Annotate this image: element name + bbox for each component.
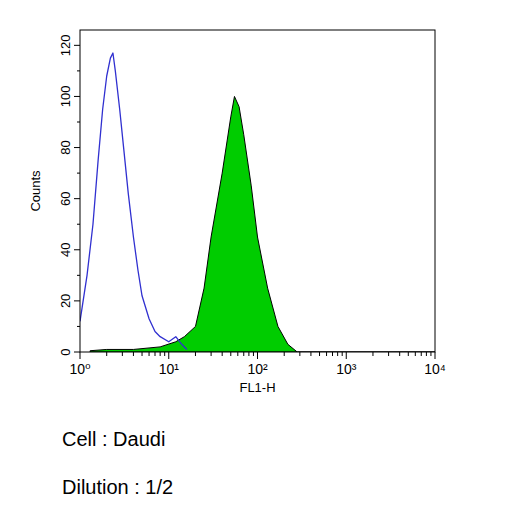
x-tick xyxy=(435,352,436,359)
y-tick-label: 80 xyxy=(58,140,73,154)
y-tick-label: 100 xyxy=(58,86,73,108)
x-minor-tick xyxy=(310,352,311,356)
y-minor-tick xyxy=(77,275,80,276)
x-minor-tick xyxy=(421,352,422,356)
x-minor-tick xyxy=(319,352,320,356)
x-tick xyxy=(257,352,258,359)
x-minor-tick xyxy=(253,352,254,356)
x-minor-tick xyxy=(222,352,223,356)
x-tick xyxy=(346,352,347,359)
x-minor-tick xyxy=(106,352,107,356)
x-minor-tick xyxy=(155,352,156,356)
y-tick xyxy=(74,249,80,250)
x-minor-tick xyxy=(243,352,244,356)
x-minor-tick xyxy=(122,352,123,356)
x-minor-tick xyxy=(408,352,409,356)
x-tick xyxy=(168,352,169,359)
x-tick xyxy=(80,352,81,359)
x-minor-tick xyxy=(388,352,389,356)
plot-frame xyxy=(80,30,435,352)
x-minor-tick xyxy=(326,352,327,356)
x-minor-tick xyxy=(426,352,427,356)
x-tick-label: 10² xyxy=(247,361,268,377)
x-minor-tick xyxy=(230,352,231,356)
x-minor-tick xyxy=(399,352,400,356)
x-minor-tick xyxy=(332,352,333,356)
x-tick-label: 10³ xyxy=(336,361,357,377)
annotation: Dilution : 1/2 xyxy=(62,476,173,498)
chart: 0 20 40 60 80 100 120 10⁰ 10¹ 10² 10³ 10⁴ FL1-H Count… xyxy=(0,0,515,515)
y-minor-tick xyxy=(77,173,80,174)
y-tick-label: 0 xyxy=(58,348,73,355)
x-minor-tick xyxy=(248,352,249,356)
x-minor-tick xyxy=(133,352,134,356)
x-axis-label: FL1-H xyxy=(239,380,275,395)
x-minor-tick xyxy=(237,352,238,356)
x-minor-tick xyxy=(160,352,161,356)
x-minor-tick xyxy=(415,352,416,356)
y-tick-label: 40 xyxy=(58,243,73,257)
x-minor-tick xyxy=(211,352,212,356)
y-axis-label: Counts xyxy=(28,170,43,212)
x-minor-tick xyxy=(284,352,285,356)
x-minor-tick xyxy=(195,352,196,356)
x-minor-tick xyxy=(337,352,338,356)
y-tick xyxy=(74,45,80,46)
y-tick xyxy=(74,198,80,199)
y-tick-label: 60 xyxy=(58,191,73,205)
y-tick xyxy=(74,96,80,97)
y-minor-tick xyxy=(77,224,80,225)
x-minor-tick xyxy=(149,352,150,356)
histogram-line xyxy=(80,53,187,349)
x-minor-tick xyxy=(342,352,343,356)
y-tick-label: 120 xyxy=(58,34,73,56)
y-minor-tick xyxy=(77,122,80,123)
x-minor-tick xyxy=(372,352,373,356)
x-minor-tick xyxy=(430,352,431,356)
histogram-area xyxy=(90,96,435,352)
x-minor-tick xyxy=(299,352,300,356)
plot-marks xyxy=(80,53,435,352)
annotation: Cell : Daudi xyxy=(62,428,165,450)
y-tick xyxy=(74,352,80,353)
x-tick-label: 10⁴ xyxy=(424,361,446,377)
x-minor-tick xyxy=(164,352,165,356)
y-minor-tick xyxy=(77,70,80,71)
x-minor-tick xyxy=(142,352,143,356)
x-tick-label: 10¹ xyxy=(159,361,180,377)
y-tick xyxy=(74,147,80,148)
y-tick xyxy=(74,300,80,301)
x-tick-label: 10⁰ xyxy=(69,361,91,377)
y-minor-tick xyxy=(77,326,80,327)
y-tick-label: 20 xyxy=(58,294,73,308)
